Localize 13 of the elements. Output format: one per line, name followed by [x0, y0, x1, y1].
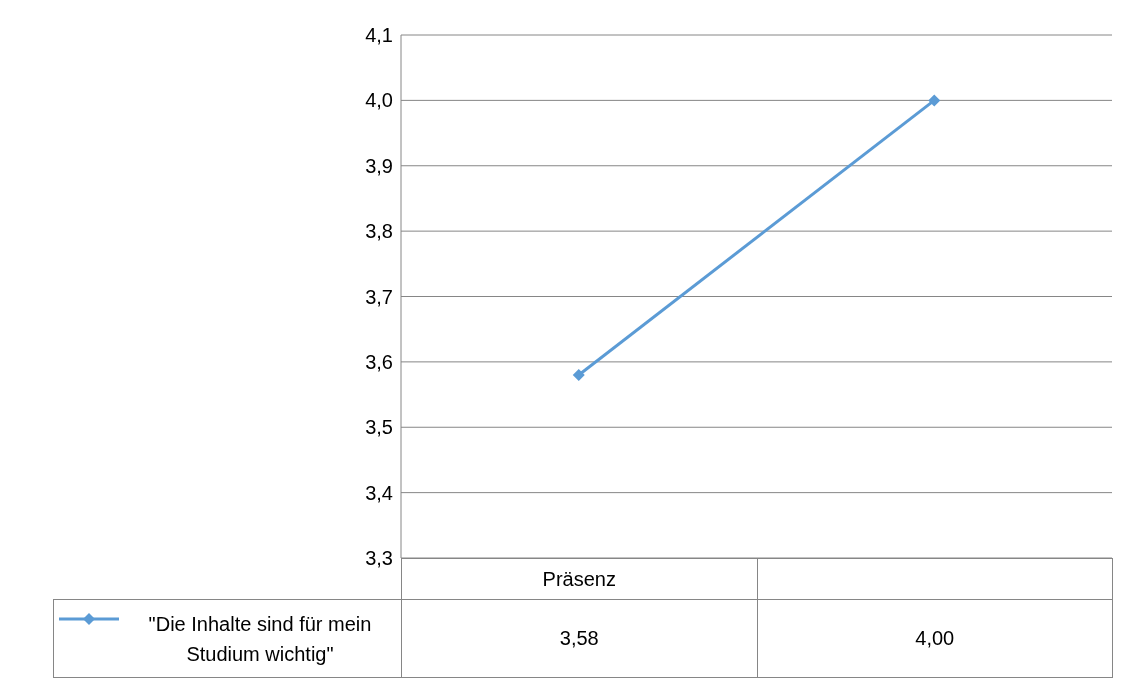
- y-tick-label: 3,5: [365, 416, 393, 439]
- y-tick-label: 3,4: [365, 481, 393, 504]
- data-label: 3,58: [401, 599, 758, 678]
- y-tick-label: 4,0: [365, 89, 393, 112]
- y-tick-label: 3,7: [365, 285, 393, 308]
- y-tick-label: 4,1: [365, 24, 393, 47]
- data-label: 4,00: [756, 599, 1113, 678]
- y-tick-label: 3,9: [365, 154, 393, 177]
- y-tick-label: 3,3: [365, 547, 393, 570]
- table-header-cell: Präsenz: [401, 558, 758, 600]
- y-tick-label: 3,8: [365, 220, 393, 243]
- legend-label: "Die Inhalte sind für mein Studium wichtig": [147, 611, 373, 667]
- y-tick-label: 3,6: [365, 350, 393, 373]
